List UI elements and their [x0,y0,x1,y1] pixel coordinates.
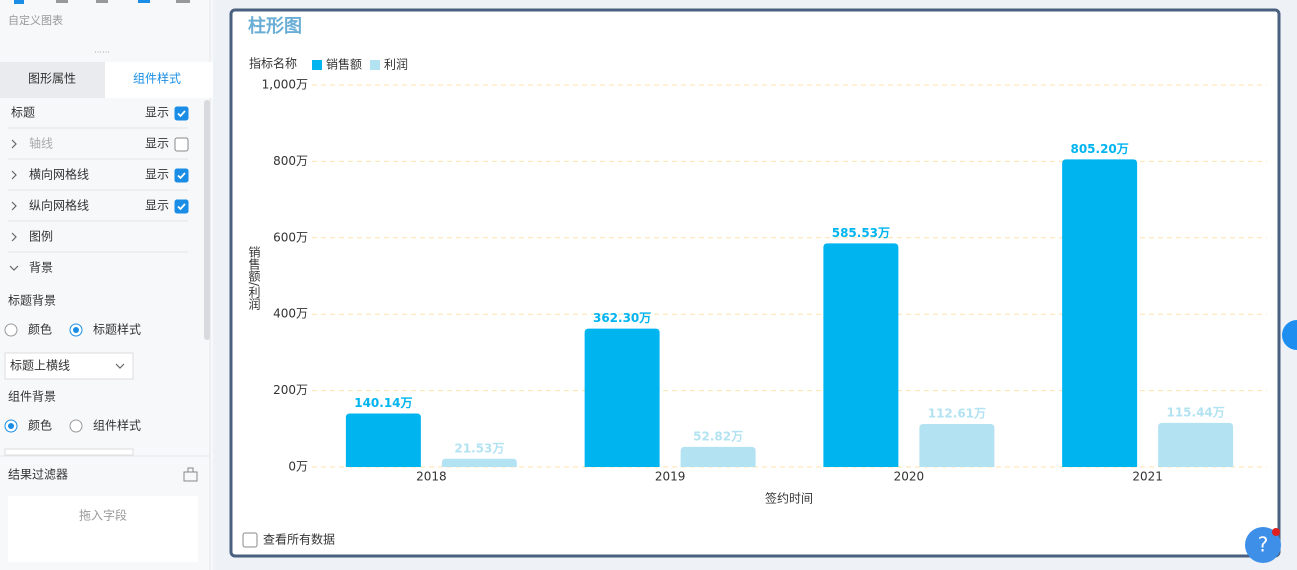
chevron[interactable] [11,170,17,180]
checkbox[interactable] [242,532,258,548]
toolbar-icon[interactable] [176,0,190,3]
toolbar-icon[interactable] [96,0,108,3]
bar [823,243,899,467]
x-tick-label: 2020 [894,470,925,484]
y-axis-title: 销售额/利润 [247,246,261,310]
bar [441,458,517,467]
help-button[interactable] [1245,527,1281,563]
section-label: 自定义图表 [8,13,63,27]
option-label: 颜色 [28,322,52,337]
toggle-label: 显示 [145,168,169,182]
checkbox[interactable] [174,106,189,121]
legend-swatch[interactable] [370,60,380,70]
chevron[interactable] [9,265,19,271]
value-label: 362.30万 [593,311,651,325]
drop-zone[interactable] [8,496,198,562]
setting-label: 背景 [29,261,53,275]
side-toggle[interactable] [1282,320,1297,350]
value-label: 52.82万 [693,429,743,443]
setting-label: 图例 [29,230,53,244]
setting-label: 横向网格线 [29,167,89,182]
drag-handle[interactable]: ⋯⋯ [94,48,110,57]
y-tick-label: 200万 [273,383,308,397]
notification-dot [1272,528,1280,536]
bar [584,328,660,467]
bar [345,413,421,467]
y-tick-label: 1,000万 [262,78,308,92]
bar [919,423,995,467]
bar [680,446,756,467]
toolbar-icon[interactable] [14,0,24,4]
filter-icon [187,467,194,473]
drop-placeholder: 拖入字段 [79,508,127,523]
y-tick-label: 400万 [273,307,308,321]
check-mark [177,203,186,211]
checkbox[interactable] [174,137,189,152]
group-label: 组件背景 [8,390,56,404]
chevron[interactable] [11,139,17,149]
radio-dot [8,423,14,429]
checkbox-label: 查看所有数据 [263,532,335,547]
y-tick-label: 600万 [273,230,308,244]
scrollbar[interactable] [204,100,210,340]
setting-label: 纵向网格线 [29,198,89,213]
check-mark [177,110,186,118]
toggle-label: 显示 [145,199,169,213]
group-label: 标题背景 [8,294,56,308]
dropdown[interactable] [4,448,134,456]
value-label: 585.53万 [832,226,890,240]
chart-panel [229,8,1281,558]
value-label: 115.44万 [1166,405,1224,419]
toolbar-icon[interactable] [138,0,150,3]
tab-label: 图形属性 [28,72,76,86]
setting-label: 轴线 [29,136,53,151]
dropdown-value: 标题上横线 [10,359,70,373]
legend-label: 销售额 [326,57,362,72]
help-label: ? [1258,533,1269,557]
checkbox[interactable] [174,199,189,214]
tab[interactable] [105,62,213,98]
legend-label: 利润 [384,58,408,72]
toolbar-icon[interactable] [56,0,68,3]
option-label: 颜色 [28,418,52,433]
toggle-label: 显示 [145,106,169,120]
legend-title: 指标名称 [249,56,297,71]
check-mark [177,172,186,180]
y-tick-label: 0万 [288,460,308,474]
filter-label: 结果过滤器 [8,468,68,482]
tab[interactable] [0,62,105,98]
option-label: 标题样式 [93,322,141,337]
x-tick-label: 2019 [655,470,686,484]
checkbox[interactable] [174,168,189,183]
y-tick-label: 800万 [273,154,308,168]
option-label: 组件样式 [93,418,141,433]
value-label: 140.14万 [354,396,412,410]
bar [1062,159,1138,467]
x-tick-label: 2018 [416,470,447,484]
chevron[interactable] [11,232,17,242]
radio-dot [73,327,79,333]
legend-swatch[interactable] [312,60,322,70]
x-axis-title: 签约时间 [765,491,813,506]
radio[interactable] [4,323,18,337]
radio[interactable] [69,419,83,433]
setting-label: 标题 [11,106,35,120]
value-label: 21.53万 [454,441,504,455]
bar [1158,422,1234,467]
chevron[interactable] [115,363,125,369]
chart-title: 柱形图 [248,15,302,37]
x-tick-label: 2021 [1132,470,1163,484]
value-label: 112.61万 [928,406,986,420]
tab-label: 组件样式 [133,71,181,86]
value-label: 805.20万 [1070,142,1128,156]
chevron[interactable] [11,201,17,211]
toggle-label: 显示 [145,137,169,151]
dropdown[interactable] [4,352,134,380]
